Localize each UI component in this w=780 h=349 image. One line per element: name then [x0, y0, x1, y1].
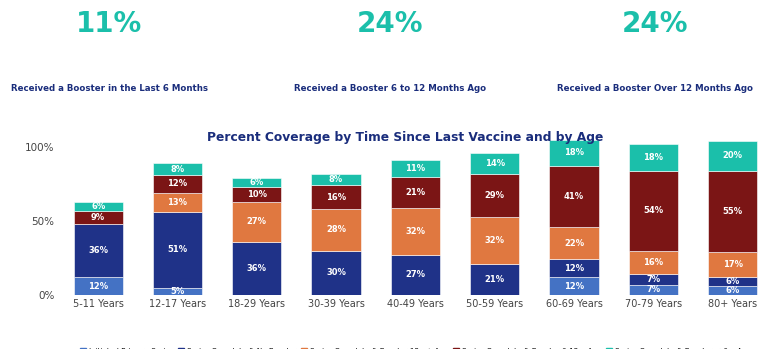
- Bar: [311, 185, 360, 209]
- Text: 20%: 20%: [722, 151, 743, 161]
- Bar: [470, 173, 519, 216]
- Bar: [311, 209, 360, 251]
- Text: 12%: 12%: [168, 179, 187, 188]
- Bar: [232, 202, 282, 242]
- Bar: [153, 175, 202, 193]
- Bar: [470, 264, 519, 295]
- Bar: [391, 255, 440, 295]
- Bar: [73, 210, 122, 224]
- Text: 16%: 16%: [644, 258, 663, 267]
- Text: 8%: 8%: [170, 165, 185, 174]
- Text: 21%: 21%: [484, 275, 505, 284]
- Bar: [391, 160, 440, 177]
- Text: 17%: 17%: [722, 260, 743, 269]
- Text: 24%: 24%: [622, 10, 689, 38]
- Bar: [153, 193, 202, 212]
- Text: 8%: 8%: [329, 175, 343, 184]
- Bar: [629, 284, 678, 295]
- Text: 54%: 54%: [644, 206, 663, 215]
- Text: Received a Booster 6 to 12 Months Ago: Received a Booster 6 to 12 Months Ago: [294, 84, 486, 93]
- Text: 11%: 11%: [76, 10, 142, 38]
- Text: 51%: 51%: [168, 245, 187, 254]
- Bar: [629, 171, 678, 251]
- Text: 32%: 32%: [406, 227, 425, 236]
- Text: 32%: 32%: [484, 236, 505, 245]
- Bar: [153, 212, 202, 288]
- Text: 18%: 18%: [644, 153, 663, 162]
- Text: 5%: 5%: [170, 287, 185, 296]
- Bar: [232, 242, 282, 295]
- Text: 13%: 13%: [168, 198, 187, 207]
- Text: 21%: 21%: [406, 188, 425, 196]
- Bar: [470, 153, 519, 173]
- Text: 6%: 6%: [250, 178, 264, 187]
- Bar: [629, 274, 678, 284]
- Legend: Initiated Primary Series, Series Complete & No Booster, Series Complete & Booste: Initiated Primary Series, Series Complet…: [80, 348, 751, 349]
- Bar: [391, 177, 440, 208]
- Bar: [549, 259, 598, 277]
- Bar: [549, 140, 598, 166]
- Bar: [629, 251, 678, 274]
- Text: 7%: 7%: [646, 285, 661, 294]
- Text: 24%: 24%: [356, 10, 424, 38]
- Text: 36%: 36%: [88, 246, 108, 255]
- Text: 12%: 12%: [88, 282, 108, 290]
- Text: 55%: 55%: [722, 207, 743, 216]
- Text: Percent Coverage by Time Since Last Vaccine and by Age: Percent Coverage by Time Since Last Vacc…: [207, 131, 604, 144]
- Text: Received a Booster Over 12 Months Ago: Received a Booster Over 12 Months Ago: [557, 84, 753, 93]
- Bar: [470, 216, 519, 264]
- Bar: [708, 252, 757, 277]
- Bar: [549, 277, 598, 295]
- Text: 7%: 7%: [646, 275, 661, 284]
- Text: 22%: 22%: [564, 239, 584, 248]
- Text: 10%: 10%: [246, 190, 267, 199]
- Text: 12%: 12%: [564, 282, 584, 290]
- Text: 14%: 14%: [484, 159, 505, 168]
- Bar: [708, 277, 757, 286]
- Bar: [153, 163, 202, 175]
- Text: 18%: 18%: [564, 148, 584, 157]
- Text: 12%: 12%: [564, 264, 584, 273]
- Text: 41%: 41%: [564, 192, 584, 201]
- Bar: [73, 224, 122, 277]
- Bar: [232, 187, 282, 202]
- Text: 16%: 16%: [326, 193, 346, 202]
- Bar: [708, 286, 757, 295]
- Bar: [153, 288, 202, 295]
- Text: 27%: 27%: [406, 270, 425, 280]
- Text: 36%: 36%: [246, 264, 267, 273]
- Bar: [629, 144, 678, 171]
- Bar: [73, 202, 122, 210]
- Text: Received a Booster in the Last 6 Months: Received a Booster in the Last 6 Months: [11, 84, 207, 93]
- Text: 29%: 29%: [484, 191, 505, 200]
- Text: 27%: 27%: [246, 217, 267, 226]
- Text: 6%: 6%: [725, 286, 739, 295]
- Text: 6%: 6%: [725, 277, 739, 286]
- Bar: [311, 173, 360, 185]
- Text: 9%: 9%: [91, 213, 105, 222]
- Text: 30%: 30%: [326, 268, 346, 277]
- Bar: [549, 166, 598, 227]
- Bar: [391, 208, 440, 255]
- Bar: [232, 178, 282, 187]
- Text: 11%: 11%: [406, 164, 425, 173]
- Text: 6%: 6%: [91, 202, 105, 211]
- Text: 28%: 28%: [326, 225, 346, 234]
- Bar: [708, 171, 757, 252]
- Bar: [311, 251, 360, 295]
- Bar: [708, 141, 757, 171]
- Bar: [73, 277, 122, 295]
- Bar: [549, 227, 598, 259]
